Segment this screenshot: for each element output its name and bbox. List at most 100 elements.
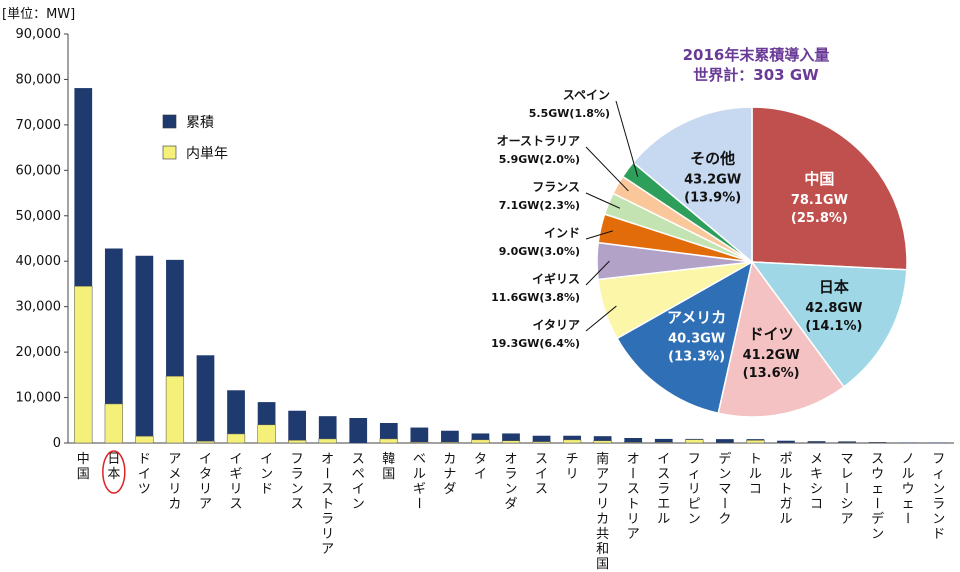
category-label-char: ア — [627, 527, 640, 542]
bar-annual — [74, 285, 93, 444]
bar-cumulative — [563, 435, 581, 443]
category-label-char: ル — [779, 512, 792, 527]
pie-leader-line — [615, 100, 639, 177]
category-label-char: ェ — [902, 497, 915, 512]
y-tick-label: 10,000 — [16, 391, 62, 406]
bar-cumulative — [410, 427, 429, 443]
category-label-char: ウ — [902, 482, 915, 497]
y-tick-label: 20,000 — [16, 345, 62, 360]
category-label-char: ア — [841, 512, 854, 527]
pie-label-value: 42.8GW — [805, 301, 862, 316]
bar-annual — [104, 403, 123, 444]
category-label-char: イ — [230, 452, 243, 467]
legend-swatch-cumulative — [162, 114, 177, 129]
pie-leader-lines — [585, 100, 639, 332]
pie-label-name: その他 — [690, 150, 735, 168]
y-tick-label: 0 — [53, 436, 61, 451]
category-label-char: メ — [810, 452, 823, 467]
category-label-char: デ — [718, 451, 731, 467]
pie-leader-line — [585, 192, 621, 209]
pie-label-name: フランス — [532, 180, 580, 194]
category-label-char: ン — [260, 467, 273, 482]
category-label-char: ー — [624, 466, 639, 479]
category-label-char: ラ — [932, 497, 945, 512]
legend-label-annual: 内単年 — [186, 146, 228, 162]
category-label-char: ナ — [443, 467, 456, 482]
category-label-char: フ — [932, 452, 945, 467]
category-label-char: ト — [321, 497, 334, 512]
pie-label-pct: (25.8%) — [791, 211, 848, 226]
pie-slice — [616, 260, 754, 415]
category-label-char: タ — [474, 452, 487, 467]
category-label-char: キ — [810, 467, 823, 482]
category-label-char: ポ — [779, 452, 792, 467]
bar-annual — [379, 438, 398, 444]
category-label-char: ダ — [504, 497, 517, 512]
pie-label-name: スペイン — [563, 88, 610, 102]
category-label-char: ル — [749, 467, 762, 482]
category-label-char: ド — [932, 527, 945, 542]
category-label-char: 中 — [77, 452, 90, 467]
pie-leader-line — [585, 260, 610, 286]
category-label-char: ン — [291, 482, 304, 497]
category-label-char: ー — [869, 496, 884, 509]
pie-label-value: 5.9GW(2.0%) — [499, 153, 580, 166]
y-tick-label: 80,000 — [16, 72, 62, 87]
pie-label-value: 41.2GW — [743, 348, 800, 363]
bar-cumulative — [532, 435, 551, 443]
pie-label-name: イギリス — [532, 271, 580, 286]
category-label-char: リ — [627, 512, 640, 527]
category-label-char: ー — [899, 511, 914, 524]
bar-cumulative — [379, 423, 398, 443]
category-label-char: ー — [319, 466, 334, 479]
highlight-circle — [102, 450, 126, 494]
category-label-char: ピ — [688, 497, 701, 512]
bar-cumulative — [471, 433, 490, 443]
legend-label-cumulative: 累積 — [186, 115, 214, 131]
pie-label-value: 40.3GW — [668, 332, 725, 347]
pie-title: 2016年末累積導入量 — [683, 46, 830, 64]
pie-label-pct: (13.6%) — [743, 366, 800, 381]
category-label-char: ツ — [138, 482, 151, 497]
category-label-char: マ — [841, 452, 854, 467]
category-label-char: ン — [718, 467, 731, 482]
bar-annual — [288, 440, 307, 444]
category-label-char: ン — [932, 512, 945, 527]
category-label-char: メ — [168, 467, 181, 482]
bar-annual — [135, 435, 154, 444]
category-label-char: 和 — [596, 542, 609, 557]
pie-label-name: オーストラリア — [497, 134, 580, 148]
category-label-char: ル — [413, 467, 426, 482]
category-label-char: ギ — [230, 467, 243, 482]
category-label-char: シ — [841, 497, 854, 512]
pie-label-name: 日本 — [819, 278, 849, 296]
category-label-char: エ — [657, 497, 670, 512]
bar-cumulative — [838, 441, 856, 443]
pie-slice — [751, 106, 908, 271]
category-label-char: ト — [779, 482, 792, 497]
category-label-char: ド — [138, 452, 151, 467]
pie-label-value: 5.5GW(1.8%) — [529, 107, 610, 120]
category-label-char: コ — [810, 497, 823, 512]
category-label-char: リ — [321, 527, 334, 542]
category-label-char: シ — [810, 482, 823, 497]
pie-leader-line — [585, 230, 613, 240]
category-label-char: ア — [321, 542, 334, 557]
pie-label-value: 7.1GW(2.3%) — [499, 199, 580, 212]
category-label-char: リ — [199, 482, 212, 497]
category-label-char: フ — [596, 482, 609, 497]
category-label-char: イ — [138, 467, 151, 482]
pie-label-name: 中国 — [804, 170, 834, 188]
category-label-char: チ — [566, 452, 579, 467]
pie-label-pct: (14.1%) — [805, 319, 862, 334]
bar-cumulative — [227, 390, 245, 443]
bar-cumulative — [318, 416, 337, 443]
bar-annual — [165, 375, 185, 444]
pie-slice — [750, 261, 908, 388]
bar-cumulative — [441, 430, 459, 443]
category-label-char: ル — [779, 467, 792, 482]
bar-annual — [654, 442, 673, 444]
bar-cumulative — [502, 433, 520, 443]
category-label-char: リ — [566, 467, 579, 482]
